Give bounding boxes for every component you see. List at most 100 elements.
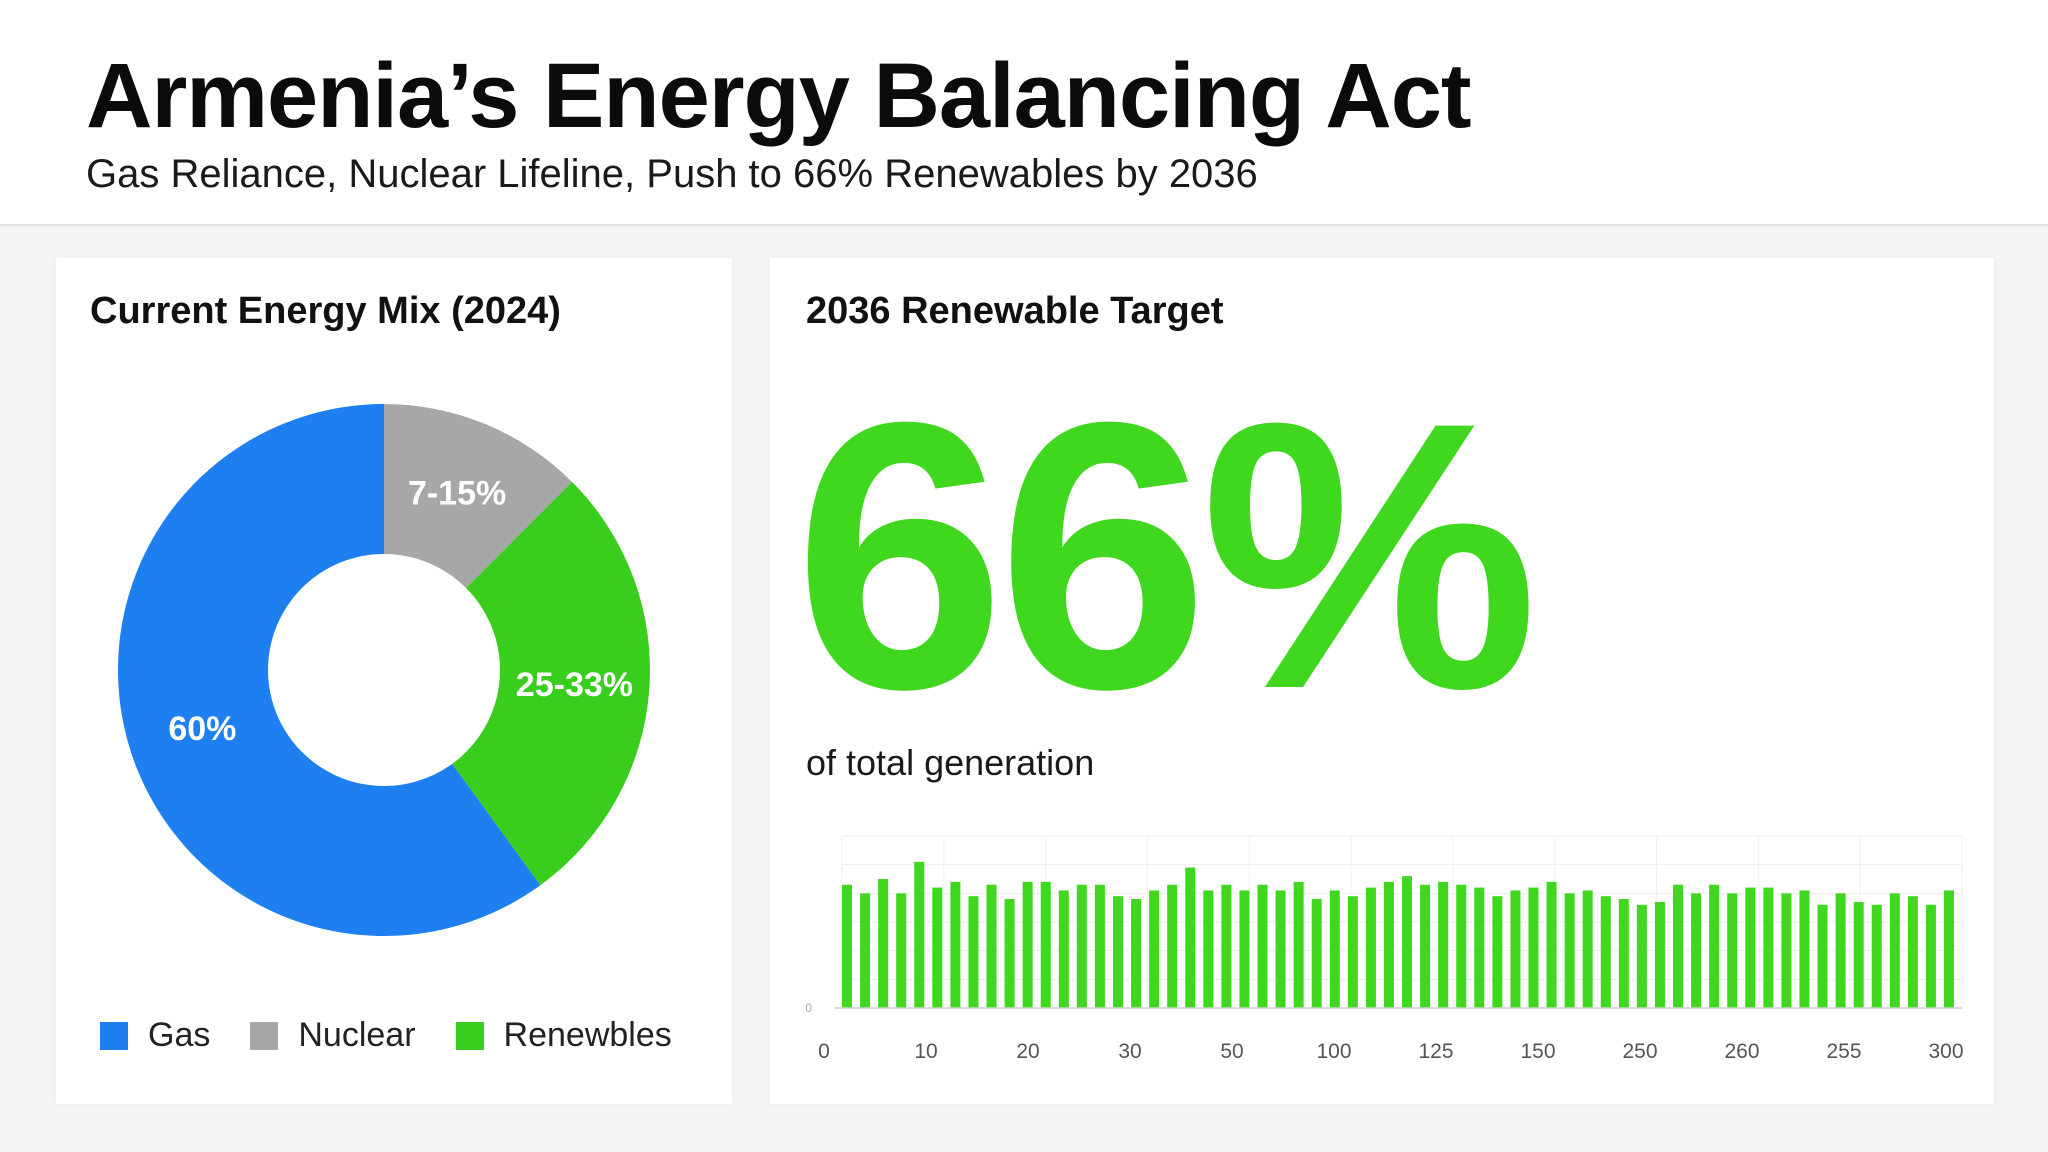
bar: [968, 896, 979, 1008]
bar: [1799, 890, 1810, 1008]
energy-mix-legend: Gas Nuclear Renewbles: [100, 1016, 712, 1055]
bar: [1546, 881, 1557, 1008]
bar-chart-x-tick: 150: [1520, 1040, 1555, 1063]
legend-swatch-nuclear: [250, 1021, 279, 1050]
bar: [1149, 890, 1160, 1008]
bar: [1420, 884, 1431, 1008]
page-subtitle: Gas Reliance, Nuclear Lifeline, Push to …: [86, 152, 1258, 196]
bar: [1293, 881, 1304, 1008]
bar: [1528, 887, 1539, 1008]
bar: [1925, 904, 1936, 1008]
bar: [1763, 887, 1774, 1008]
bar: [1076, 884, 1087, 1008]
legend-label-renewables: Renewbles: [503, 1016, 672, 1054]
renewable-bar-chart: 0 0 10 20 30 50 100 125 150 250 260 255 300: [805, 835, 1964, 1063]
donut-label-nuclear: 7-15%: [408, 475, 506, 513]
bar: [1474, 887, 1485, 1008]
renewable-target-card: 2036 Renewable Target 66% of total gener…: [770, 258, 1994, 1104]
bar: [950, 881, 961, 1008]
bar: [878, 879, 889, 1008]
donut-slice-nuclear: [384, 404, 573, 588]
bar: [860, 893, 871, 1008]
bar: [842, 884, 852, 1008]
bar: [1131, 899, 1142, 1008]
bar: [1311, 899, 1322, 1008]
bar: [1564, 893, 1575, 1008]
energy-mix-donut-chart: 7-15% 25-33% 60%: [118, 404, 650, 936]
bar: [1654, 901, 1665, 1008]
bar: [1438, 881, 1449, 1008]
energy-mix-title: Current Energy Mix (2024): [90, 290, 561, 332]
bar: [1329, 890, 1340, 1008]
donut-label-gas: 60%: [168, 710, 236, 748]
bar: [1582, 890, 1593, 1008]
bar: [1383, 881, 1394, 1008]
bar: [1636, 904, 1647, 1008]
page-title: Armenia’s Energy Balancing Act: [86, 45, 1471, 147]
bar: [1727, 893, 1738, 1008]
bar: [1022, 881, 1033, 1008]
bar: [1203, 890, 1214, 1008]
bar: [1600, 896, 1611, 1008]
bar: [1817, 904, 1828, 1008]
bar: [1835, 893, 1846, 1008]
bar-chart-x-tick: 30: [1118, 1040, 1141, 1063]
legend-label-gas: Gas: [148, 1016, 211, 1054]
energy-mix-card: Current Energy Mix (2024) 7-15% 25-33% 60%…: [56, 258, 732, 1104]
bar-chart-x-tick: 100: [1316, 1040, 1351, 1063]
bar: [1185, 867, 1196, 1008]
bar: [1889, 893, 1900, 1008]
bar: [1004, 899, 1015, 1008]
bar-chart-y-tick: 0: [805, 1001, 812, 1015]
bar: [1239, 890, 1250, 1008]
bar: [1691, 893, 1702, 1008]
bar: [914, 861, 925, 1008]
donut-slice-renewbles: [452, 481, 650, 886]
bar: [1618, 899, 1629, 1008]
legend-item-nuclear: Nuclear: [250, 1016, 416, 1055]
bar-chart-x-tick: 300: [1928, 1040, 1963, 1063]
donut-slice-gas: [118, 404, 541, 936]
legend-item-renewables: Renewbles: [455, 1016, 672, 1055]
bar: [986, 884, 997, 1008]
bar-chart-x-tick: 260: [1724, 1040, 1759, 1063]
bar-chart-x-tick: 50: [1220, 1040, 1243, 1063]
header: Armenia’s Energy Balancing Act Gas Relia…: [0, 0, 2048, 226]
bar: [1094, 884, 1105, 1008]
renewable-target-caption: of total generation: [806, 742, 1095, 783]
bar: [896, 893, 907, 1008]
bar: [1781, 893, 1792, 1008]
bar: [1492, 896, 1503, 1008]
donut-label-renewbles: 25-33%: [516, 666, 633, 704]
bar: [1221, 884, 1232, 1008]
bar: [1745, 887, 1756, 1008]
bar-chart-x-tick: 125: [1418, 1040, 1453, 1063]
bar: [1040, 881, 1051, 1008]
bar: [932, 887, 943, 1008]
bar-chart-x-tick: 20: [1016, 1040, 1039, 1063]
legend-item-gas: Gas: [100, 1016, 210, 1055]
bar: [1058, 890, 1069, 1008]
bar-chart-x-tick: 10: [914, 1040, 937, 1063]
bar: [1275, 890, 1286, 1008]
bar: [1853, 901, 1864, 1008]
bar: [1347, 896, 1358, 1008]
renewable-target-value: 66%: [794, 343, 1539, 768]
bar: [1257, 884, 1268, 1008]
bar-chart-x-tick: 255: [1826, 1040, 1861, 1063]
bar: [1709, 884, 1720, 1008]
bar: [1871, 904, 1882, 1008]
bar-chart-x-tick: 0: [818, 1040, 830, 1063]
bar: [1402, 876, 1413, 1008]
bar: [1510, 890, 1521, 1008]
bar: [1944, 890, 1954, 1008]
renewable-target-title: 2036 Renewable Target: [806, 290, 1224, 332]
bar: [1673, 884, 1684, 1008]
bar: [1167, 884, 1178, 1008]
bar: [1907, 896, 1918, 1008]
bar-chart-x-tick: 250: [1622, 1040, 1657, 1063]
legend-swatch-renewables: [455, 1021, 484, 1050]
bar: [1365, 887, 1376, 1008]
bar: [1112, 896, 1123, 1008]
legend-label-nuclear: Nuclear: [298, 1016, 416, 1054]
